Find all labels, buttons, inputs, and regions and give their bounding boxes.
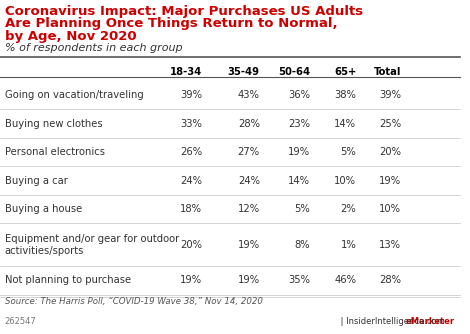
Text: 28%: 28% <box>379 275 401 285</box>
Text: 14%: 14% <box>289 176 310 186</box>
Text: 25%: 25% <box>379 119 401 129</box>
Text: 39%: 39% <box>180 90 202 100</box>
Text: 36%: 36% <box>289 90 310 100</box>
Text: 46%: 46% <box>334 275 356 285</box>
Text: 8%: 8% <box>295 240 310 250</box>
Text: 33%: 33% <box>180 119 202 129</box>
Text: Coronavirus Impact: Major Purchases US Adults: Coronavirus Impact: Major Purchases US A… <box>5 5 363 18</box>
Text: 28%: 28% <box>238 119 260 129</box>
Text: 18%: 18% <box>180 204 202 214</box>
Text: 24%: 24% <box>238 176 260 186</box>
Text: Not planning to purchase: Not planning to purchase <box>5 275 131 285</box>
Text: eMarketer: eMarketer <box>406 317 455 326</box>
Text: 20%: 20% <box>379 147 401 157</box>
Text: 38%: 38% <box>335 90 356 100</box>
Text: 5%: 5% <box>295 204 310 214</box>
Text: Are Planning Once Things Return to Normal,: Are Planning Once Things Return to Norma… <box>5 17 337 30</box>
Text: Going on vacation/traveling: Going on vacation/traveling <box>5 90 143 100</box>
Text: 35-49: 35-49 <box>228 67 260 77</box>
Text: Source: The Harris Poll, “COVID-19 Wave 38,” Nov 14, 2020: Source: The Harris Poll, “COVID-19 Wave … <box>5 297 262 306</box>
Text: 19%: 19% <box>379 176 401 186</box>
Text: | InsiderIntelligence.com: | InsiderIntelligence.com <box>338 317 445 326</box>
Text: 5%: 5% <box>341 147 356 157</box>
Text: 35%: 35% <box>289 275 310 285</box>
Text: 14%: 14% <box>334 119 356 129</box>
Text: Buying new clothes: Buying new clothes <box>5 119 102 129</box>
Text: 19%: 19% <box>180 275 202 285</box>
Text: 13%: 13% <box>379 240 401 250</box>
Text: 10%: 10% <box>379 204 401 214</box>
Text: 39%: 39% <box>379 90 401 100</box>
Text: Buying a car: Buying a car <box>5 176 68 186</box>
Text: 18-34: 18-34 <box>170 67 202 77</box>
Text: 50-64: 50-64 <box>278 67 310 77</box>
Text: 23%: 23% <box>289 119 310 129</box>
Text: 19%: 19% <box>288 147 310 157</box>
Text: 20%: 20% <box>180 240 202 250</box>
Text: 1%: 1% <box>341 240 356 250</box>
Text: 19%: 19% <box>238 275 260 285</box>
Text: 19%: 19% <box>238 240 260 250</box>
Text: % of respondents in each group: % of respondents in each group <box>5 43 182 53</box>
Text: Personal electronics: Personal electronics <box>5 147 105 157</box>
Text: Buying a house: Buying a house <box>5 204 82 214</box>
Text: by Age, Nov 2020: by Age, Nov 2020 <box>5 30 136 43</box>
Text: Total: Total <box>374 67 401 77</box>
Text: 24%: 24% <box>180 176 202 186</box>
Text: 2%: 2% <box>341 204 356 214</box>
Text: 43%: 43% <box>238 90 260 100</box>
Text: 27%: 27% <box>238 147 260 157</box>
Text: 65+: 65+ <box>334 67 356 77</box>
Text: Equipment and/or gear for outdoor
activities/sports: Equipment and/or gear for outdoor activi… <box>5 233 179 256</box>
Text: 26%: 26% <box>180 147 202 157</box>
Text: 262547: 262547 <box>5 317 36 326</box>
Text: 10%: 10% <box>334 176 356 186</box>
Text: 12%: 12% <box>238 204 260 214</box>
